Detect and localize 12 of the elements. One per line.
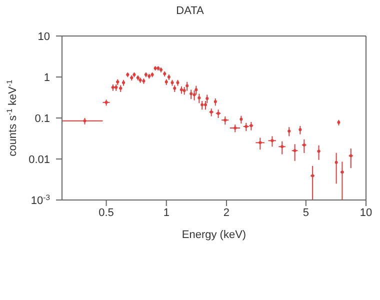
x-tick-label: 2 — [223, 206, 230, 219]
y-tick-label: 10 — [38, 31, 50, 43]
x-axis-title: Energy (keV) — [182, 229, 246, 241]
y-tick-label: 10$^{-3}$ — [30, 192, 50, 207]
y-tick-label: 0.1 — [34, 113, 50, 125]
y-tick-label: 0.01 — [28, 154, 50, 166]
x-tick-label: 0.5 — [98, 206, 114, 219]
y-tick-label: 1 — [44, 72, 50, 84]
x-tick-label: 10 — [360, 206, 372, 219]
chart-title: DATA — [175, 5, 205, 17]
x-tick-label: 5 — [302, 206, 309, 219]
x-tick-label: 1 — [163, 206, 170, 219]
